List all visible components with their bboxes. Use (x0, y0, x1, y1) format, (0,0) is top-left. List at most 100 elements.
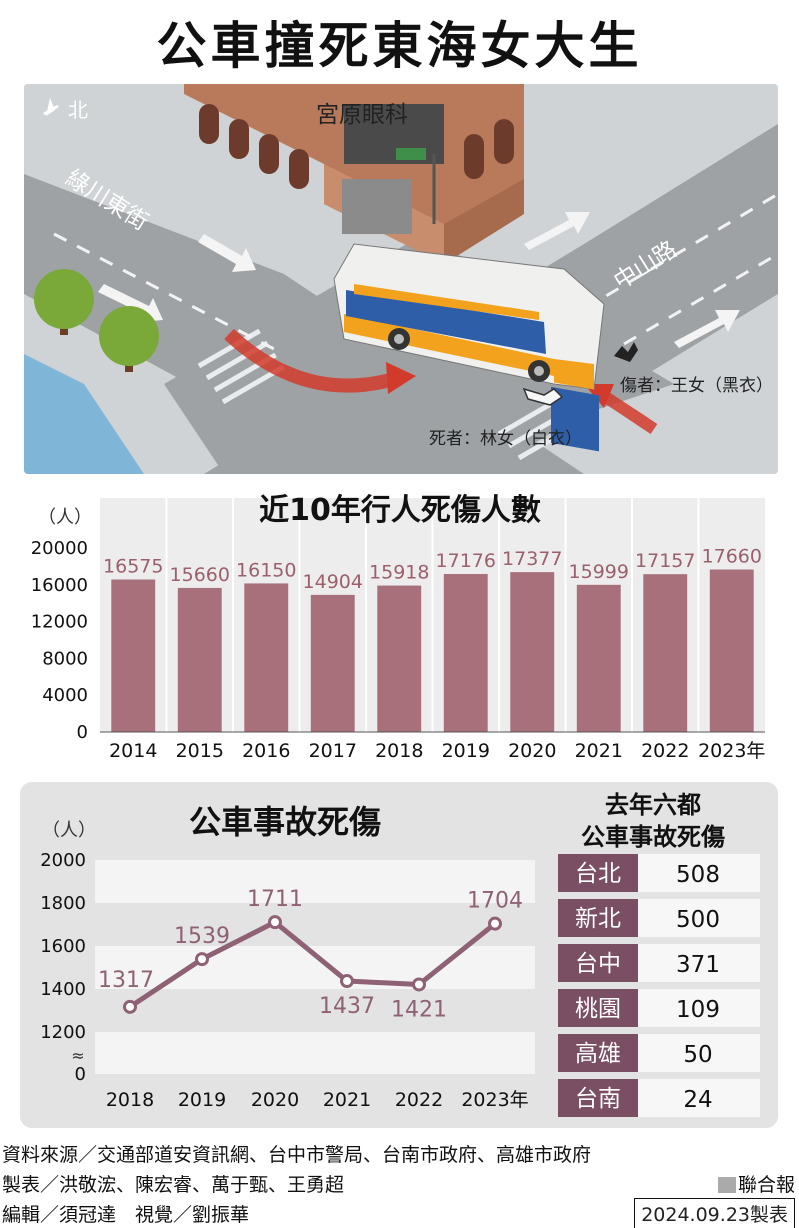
six-cities-title-2: 公車事故死傷 (581, 823, 725, 851)
line-x-tick: 2018 (106, 1089, 154, 1111)
bar-value-label: 16150 (236, 559, 296, 581)
bar-value-label: 15918 (369, 562, 429, 584)
city-value: 508 (676, 862, 720, 888)
line-y-tick: 1400 (40, 979, 86, 1000)
dead-label: 死者：林女（白衣） (429, 429, 582, 449)
line-point (195, 952, 209, 967)
north-arrow-icon (43, 98, 59, 116)
bar (709, 569, 754, 732)
lane-lines (53, 192, 778, 351)
bar-value-label: 15660 (170, 564, 230, 586)
brand-name: 聯合報 (737, 1174, 795, 1196)
brand-square-icon (717, 1177, 736, 1193)
bar-y-tick: 20000 (31, 538, 88, 559)
clinic-label: 宮原眼科 (316, 102, 408, 128)
makers-line: 製表／洪敬浤、陳宏睿、萬于甄、王勇超 (2, 1174, 345, 1196)
bar-value-label: 14904 (303, 571, 363, 593)
clinic-building (184, 84, 524, 264)
city-name: 台北 (575, 861, 621, 887)
city-name: 台中 (575, 951, 621, 977)
bar-value-label: 15999 (569, 561, 629, 583)
city-name: 台南 (575, 1086, 621, 1112)
bar-chart-svg: 16575 15660 16150 14904 15918 17176 17377 15999… (31, 493, 766, 762)
line-y-tick: 1200 (40, 1022, 86, 1043)
city-name-bg (558, 1034, 638, 1072)
bar (177, 587, 222, 732)
victims (522, 342, 638, 406)
line-value-label: 1539 (174, 924, 230, 949)
line-y-tick: 1800 (40, 893, 86, 914)
bus-accident-panel: 2000 1800 1600 1400 1200 0 2018 2019 2020 2021 20… (20, 782, 778, 1128)
bar-value-label: 17377 (502, 548, 562, 570)
line-value-label: 1317 (98, 968, 154, 993)
bar (510, 572, 555, 732)
bar (377, 585, 422, 732)
bar-y-tick: 16000 (31, 575, 88, 596)
bar-x-tick: 2018 (375, 740, 423, 762)
city-name-bg (558, 899, 638, 937)
city-value: 371 (676, 952, 720, 978)
brand-label: 聯合報 (717, 1170, 795, 1197)
line-y-tick: 1600 (40, 936, 86, 957)
bar-x-tick: 2017 (309, 740, 357, 762)
line-y-tick: 0 (75, 1064, 86, 1085)
city-name-bg (558, 1079, 638, 1117)
line-x-tick: 2021 (323, 1089, 371, 1111)
line-band (95, 1032, 535, 1074)
line-band (95, 860, 535, 903)
bar-x-tick: 2016 (242, 740, 290, 762)
line-series (128, 919, 497, 1009)
bar-x-tick: 2020 (508, 740, 556, 762)
bar-x-tick: 2023年 (698, 740, 765, 762)
bar-value-label: 16575 (103, 556, 163, 578)
city-value: 109 (676, 997, 720, 1023)
bar (576, 584, 621, 732)
source-line: 資料來源／交通部道安資訊網、台中市警局、台南市政府、高雄市政府 (2, 1144, 592, 1166)
bar-chart-title: 近10年行人死傷人數 (259, 493, 541, 528)
line-point (412, 977, 426, 992)
page-title: 公車撞死東海女大生 (156, 17, 643, 75)
line-point (268, 915, 282, 930)
water (24, 354, 144, 474)
city-name: 新北 (575, 906, 621, 932)
bar-x-tick: 2014 (109, 740, 157, 762)
bar (643, 574, 688, 732)
trees (34, 269, 159, 372)
accident-illustration: 北 宮原眼科 綠川東街 中山路 傷者：王女（黑衣） 死者：林女（白衣） (24, 84, 778, 474)
city-value: 500 (676, 907, 720, 933)
bar-x-tick: 2015 (176, 740, 224, 762)
city-name: 桃園 (575, 996, 621, 1022)
north-label: 北 (68, 98, 88, 122)
bar-y-tick: 8000 (42, 648, 88, 669)
injured-label: 傷者：王女（黑衣） (620, 376, 773, 396)
line-x-tick: 2023年 (461, 1089, 528, 1111)
axis-break-mark: ≈ (71, 1046, 84, 1065)
bar (111, 579, 156, 732)
line-value-label: 1421 (391, 997, 447, 1022)
city-name: 高雄 (575, 1041, 621, 1067)
bar-value-label: 17157 (635, 550, 695, 572)
accident-scene-svg: 北 宮原眼科 綠川東街 中山路 傷者：王女（黑衣） 死者：林女（白衣） (24, 84, 778, 474)
line-x-tick: 2022 (395, 1089, 443, 1111)
bar-x-tick: 2019 (442, 740, 490, 762)
bar-value-label: 17176 (436, 550, 496, 572)
line-chart-title: 公車事故死傷 (189, 803, 381, 841)
pedestrian-bar-chart: 16575 15660 16150 14904 15918 17176 17377 15999… (20, 478, 780, 778)
line-value-label: 1437 (319, 994, 375, 1019)
line-y-unit: （人） (42, 820, 96, 841)
line-point (123, 999, 137, 1014)
line-point (340, 974, 354, 989)
line-chart-svg: 2000 1800 1600 1400 1200 0 2018 2019 2020 2021 20… (40, 791, 760, 1117)
bar-y-tick: 12000 (31, 612, 88, 633)
line-x-tick: 2019 (178, 1089, 226, 1111)
movement-arrows (224, 328, 658, 434)
bar (310, 594, 355, 732)
bar (443, 573, 488, 732)
made-date: 2024.09.23製表 (634, 1198, 795, 1228)
line-x-tick: 2020 (251, 1089, 299, 1111)
bar-x-tick: 2022 (641, 740, 689, 762)
bar-y-tick: 0 (77, 722, 88, 743)
city-name-bg (558, 989, 638, 1027)
bar-x-tick: 2021 (575, 740, 623, 762)
bar-y-tick: 4000 (42, 685, 88, 706)
